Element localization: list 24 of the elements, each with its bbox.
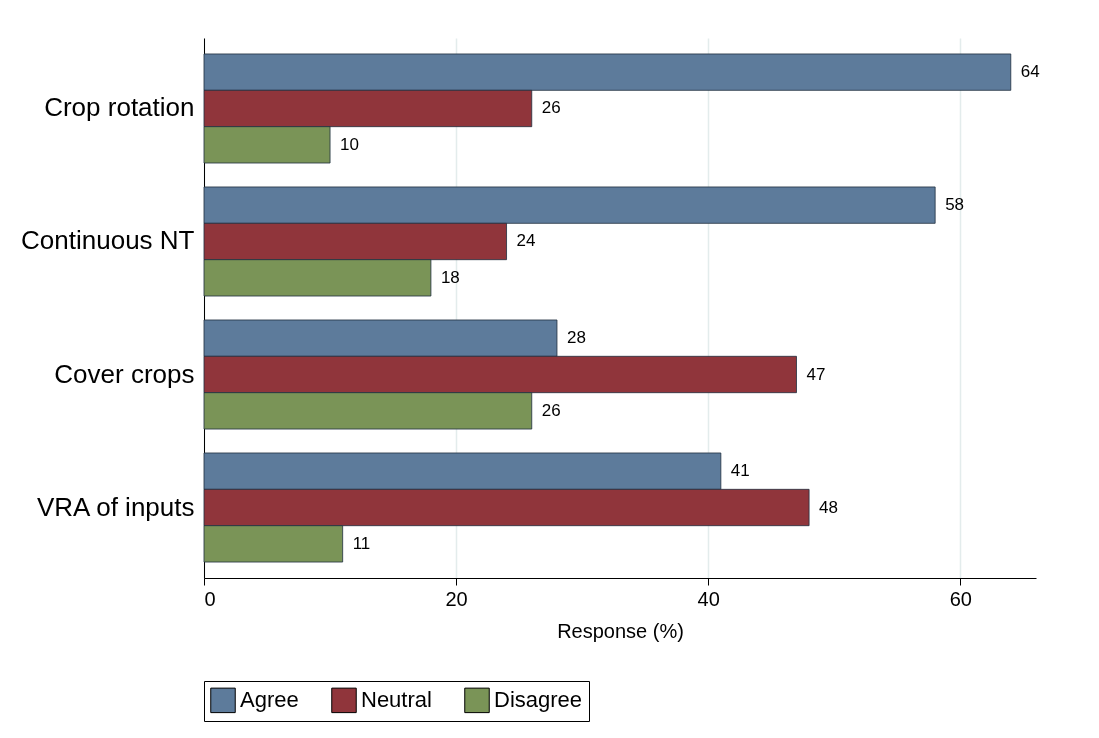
x-tick-label: 20 bbox=[445, 587, 468, 610]
x-tick-label: 60 bbox=[949, 587, 972, 610]
x-axis-title: Response (%) bbox=[557, 619, 684, 642]
data-label: 41 bbox=[730, 461, 750, 481]
data-label: 10 bbox=[340, 134, 359, 154]
data-label: 24 bbox=[516, 231, 536, 251]
legend-label: Agree bbox=[240, 687, 299, 713]
data-label: 47 bbox=[806, 364, 826, 384]
data-label: 64 bbox=[1020, 62, 1040, 82]
data-label: 28 bbox=[566, 328, 586, 348]
y-tick-label: Cover crops bbox=[54, 358, 195, 389]
legend-label: Neutral bbox=[361, 687, 432, 713]
x-tick-label: 0 bbox=[204, 587, 216, 610]
data-label: 48 bbox=[819, 497, 839, 517]
y-tick-label: VRA of inputs bbox=[36, 491, 195, 522]
data-label: 11 bbox=[352, 533, 371, 553]
data-label: 26 bbox=[541, 98, 561, 118]
data-label: 18 bbox=[440, 267, 460, 287]
data-label: 58 bbox=[945, 195, 965, 215]
data-label: 26 bbox=[541, 400, 561, 420]
y-tick-label: Crop rotation bbox=[44, 92, 195, 123]
y-tick-label: Continuous NT bbox=[21, 225, 195, 256]
x-tick-label: 40 bbox=[697, 587, 720, 610]
legend-label: Disagree bbox=[494, 687, 583, 713]
